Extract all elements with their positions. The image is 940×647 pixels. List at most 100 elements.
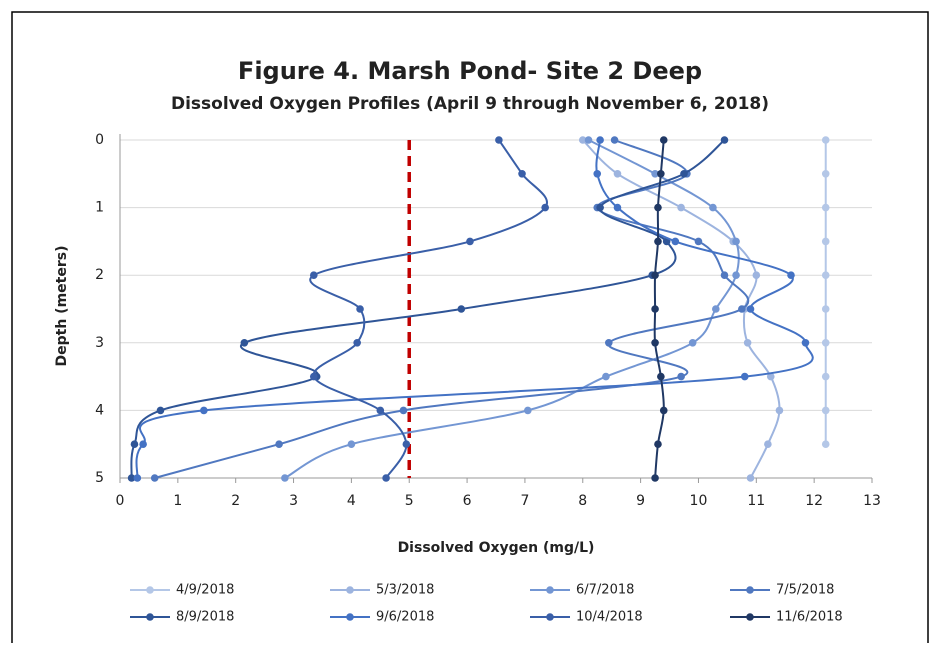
data-point [275, 440, 283, 449]
data-point [821, 136, 830, 144]
data-point [130, 440, 139, 449]
data-point [240, 339, 249, 347]
series-line [130, 139, 726, 479]
legend-marker [146, 586, 154, 594]
data-point [613, 203, 622, 212]
data-point [775, 406, 784, 415]
legend-label: 8/9/2018 [176, 610, 234, 625]
data-point [787, 271, 795, 280]
legend-marker [346, 613, 354, 621]
data-point [659, 406, 668, 415]
chart-title: Figure 4. Marsh Pond- Site 2 Deep [238, 57, 702, 85]
data-point [133, 474, 142, 482]
data-point [720, 136, 729, 144]
data-point [821, 339, 830, 347]
data-point [309, 271, 318, 280]
data-point [764, 440, 772, 449]
data-point [821, 203, 830, 212]
data-point [720, 271, 729, 280]
data-point [657, 170, 665, 178]
data-point [821, 305, 830, 313]
data-point [347, 440, 356, 449]
chart-subtitle: Dissolved Oxygen Profiles (April 9 throu… [171, 94, 769, 114]
data-point [740, 372, 749, 381]
data-point [281, 474, 289, 482]
series-line [284, 139, 740, 479]
data-point [610, 136, 619, 144]
data-point [709, 203, 717, 212]
data-point [399, 406, 408, 415]
legend-marker [746, 613, 754, 621]
data-point [821, 271, 830, 280]
data-point [584, 136, 593, 144]
data-point [382, 474, 390, 482]
x-tick-label: 6 [463, 493, 472, 509]
series-line [154, 139, 750, 479]
data-point [654, 440, 662, 449]
y-tick-label: 3 [95, 335, 104, 351]
y-tick-label: 0 [95, 132, 104, 148]
data-point [801, 339, 810, 347]
y-axis-label: Depth (meters) [54, 246, 70, 367]
data-point [654, 237, 662, 246]
data-point [694, 237, 703, 246]
data-point [766, 372, 775, 381]
y-tick-label: 5 [95, 470, 104, 486]
x-tick-label: 0 [116, 493, 125, 509]
x-tick-label: 11 [747, 493, 765, 509]
x-tick-label: 12 [805, 493, 823, 509]
series-line [135, 139, 814, 479]
series-line [309, 139, 548, 479]
x-tick-label: 4 [347, 493, 356, 509]
data-point [680, 170, 688, 178]
data-point [605, 339, 613, 347]
data-point [821, 170, 830, 178]
legend-marker [346, 586, 354, 594]
data-point [654, 203, 662, 212]
data-point [752, 271, 761, 280]
data-point [677, 372, 685, 381]
y-tick-label: 4 [95, 402, 104, 418]
x-tick-label: 2 [231, 493, 240, 509]
x-tick-label: 8 [578, 493, 587, 509]
x-tick-label: 7 [520, 493, 529, 509]
data-point [651, 474, 659, 482]
x-tick-label: 5 [405, 493, 414, 509]
data-point [651, 170, 659, 178]
chart-frame [11, 11, 929, 647]
data-point [738, 305, 746, 313]
data-point [518, 170, 526, 178]
legend-label: 5/3/2018 [376, 583, 434, 598]
data-point [495, 136, 503, 144]
data-point [657, 372, 665, 381]
data-point [402, 440, 411, 449]
legend-marker [546, 613, 554, 621]
data-point [596, 136, 604, 144]
y-tick-label: 1 [95, 200, 104, 216]
data-point [651, 305, 659, 313]
legend-label: 11/6/2018 [776, 610, 843, 625]
data-point [688, 339, 697, 347]
data-point [466, 237, 474, 246]
data-point [127, 474, 136, 482]
data-point [356, 305, 364, 313]
data-point [596, 203, 604, 212]
x-tick-label: 9 [636, 493, 645, 509]
data-point [156, 406, 165, 415]
data-point [821, 237, 830, 246]
data-point [746, 305, 755, 313]
data-point [712, 305, 720, 313]
x-tick-label: 13 [863, 493, 881, 509]
data-point [524, 406, 532, 415]
data-point [139, 440, 147, 449]
data-point [671, 237, 680, 246]
legend-marker [746, 586, 754, 594]
x-axis-label: Dissolved Oxygen (mg/L) [398, 540, 595, 556]
data-point [376, 406, 385, 415]
x-tick-label: 1 [173, 493, 182, 509]
data-point [651, 271, 659, 280]
legend-label: 6/7/2018 [576, 583, 634, 598]
data-point [353, 339, 361, 347]
data-point [743, 339, 752, 347]
legend-label: 10/4/2018 [576, 610, 643, 625]
